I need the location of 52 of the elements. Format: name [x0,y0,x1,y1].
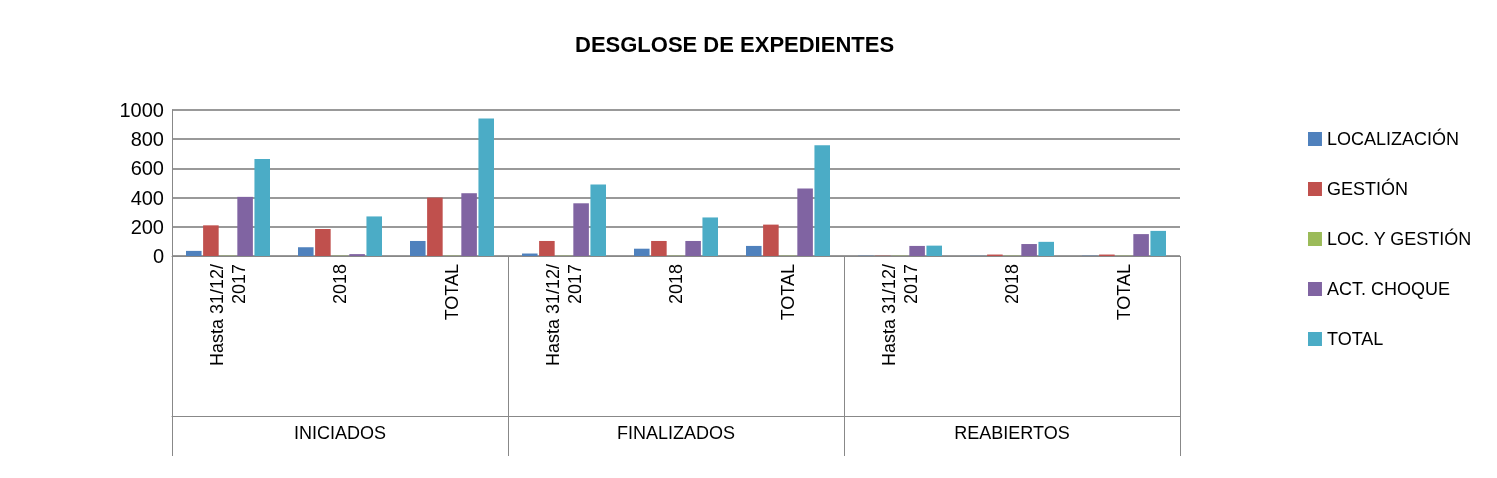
bar [366,216,382,256]
bar [702,217,718,256]
y-tick-label: 400 [130,186,164,209]
bar [746,245,762,256]
bar [1021,244,1037,256]
bar [763,224,779,256]
bar [909,245,925,256]
bar [634,248,650,256]
bar [298,247,314,256]
y-tick-label: 0 [152,245,164,267]
x-tick-label: TOTAL [778,264,798,321]
x-tick-label: Hasta 31/12/2017 [543,264,585,367]
bar [186,250,202,256]
bar [539,240,555,256]
bar [685,240,701,256]
x-tick-label: 2018 [1002,264,1022,305]
y-tick-label: 800 [130,128,164,151]
bar [237,196,253,256]
x-tick-label: 2018 [330,264,350,305]
y-tick-label: 1000 [119,99,164,121]
bar [651,240,667,256]
bar [797,188,813,256]
bar [573,203,589,256]
legend-label: GESTIÓN [1326,178,1408,199]
legend-label: LOCALIZACIÓN [1326,128,1459,149]
y-tick-label: 200 [130,215,164,238]
bar [410,240,426,256]
bar [203,225,219,256]
bar [814,145,830,256]
x-tick-label: Hasta 31/12/2017 [879,264,921,367]
bar [478,118,494,256]
legend-label: LOC. Y GESTIÓN [1326,228,1472,249]
text: INICIADOS [293,423,387,443]
text: FINALIZADOS [616,423,736,443]
legend-label: ACT. CHOQUE [1326,279,1450,299]
x-tick-label: Hasta 31/12/2017 [207,264,249,367]
bar [1133,234,1149,256]
legend-label: TOTAL [1326,329,1384,349]
text: REABIERTOS [954,423,1070,443]
bar [926,245,942,256]
chart-title: DESGLOSE DE EXPEDIENTES [575,31,895,57]
x-tick-label: TOTAL [1114,264,1134,321]
x-tick-label: TOTAL [442,264,462,321]
bar [1038,241,1054,256]
bar [315,228,331,256]
bar [254,158,270,256]
bar [461,193,477,256]
bar [590,184,606,256]
bar [427,197,443,256]
bar [1150,230,1166,256]
x-tick-label: 2018 [666,264,686,305]
y-tick-label: 600 [130,157,164,180]
